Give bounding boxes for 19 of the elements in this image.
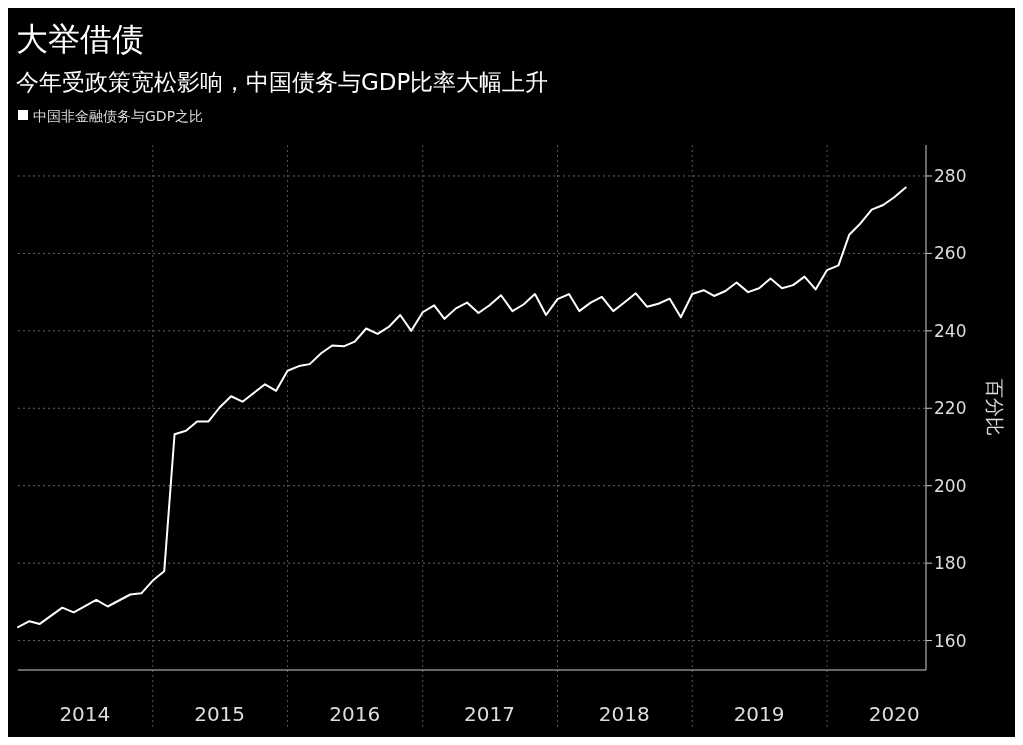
chart-subtitle: 今年受政策宽松影响，中国债务与GDP比率大幅上升 (16, 69, 549, 95)
y-tick-label: 160 (934, 630, 967, 651)
y-tick-label: 260 (934, 243, 967, 264)
x-tick-label: 2014 (59, 702, 111, 726)
x-tick-label: 2018 (598, 702, 650, 726)
y-tick-label: 220 (934, 398, 967, 419)
chart-title: 大举借债 (16, 20, 144, 58)
line-series (17, 186, 907, 629)
x-tick-label: 2020 (868, 702, 920, 726)
y-tick-label: 240 (934, 320, 967, 341)
x-tick-label: 2019 (733, 702, 785, 726)
y-tick-label: 200 (934, 475, 967, 496)
y-tick-label: 180 (934, 553, 967, 574)
x-tick-label: 2017 (464, 702, 515, 726)
x-tick-label: 2015 (194, 702, 246, 726)
y-tick-label: 280 (934, 165, 967, 186)
x-tick-label: 2016 (329, 702, 381, 726)
legend-label: 中国非金融债务与GDP之比 (33, 108, 204, 124)
y-axis-title: 百分比 (984, 379, 1006, 436)
